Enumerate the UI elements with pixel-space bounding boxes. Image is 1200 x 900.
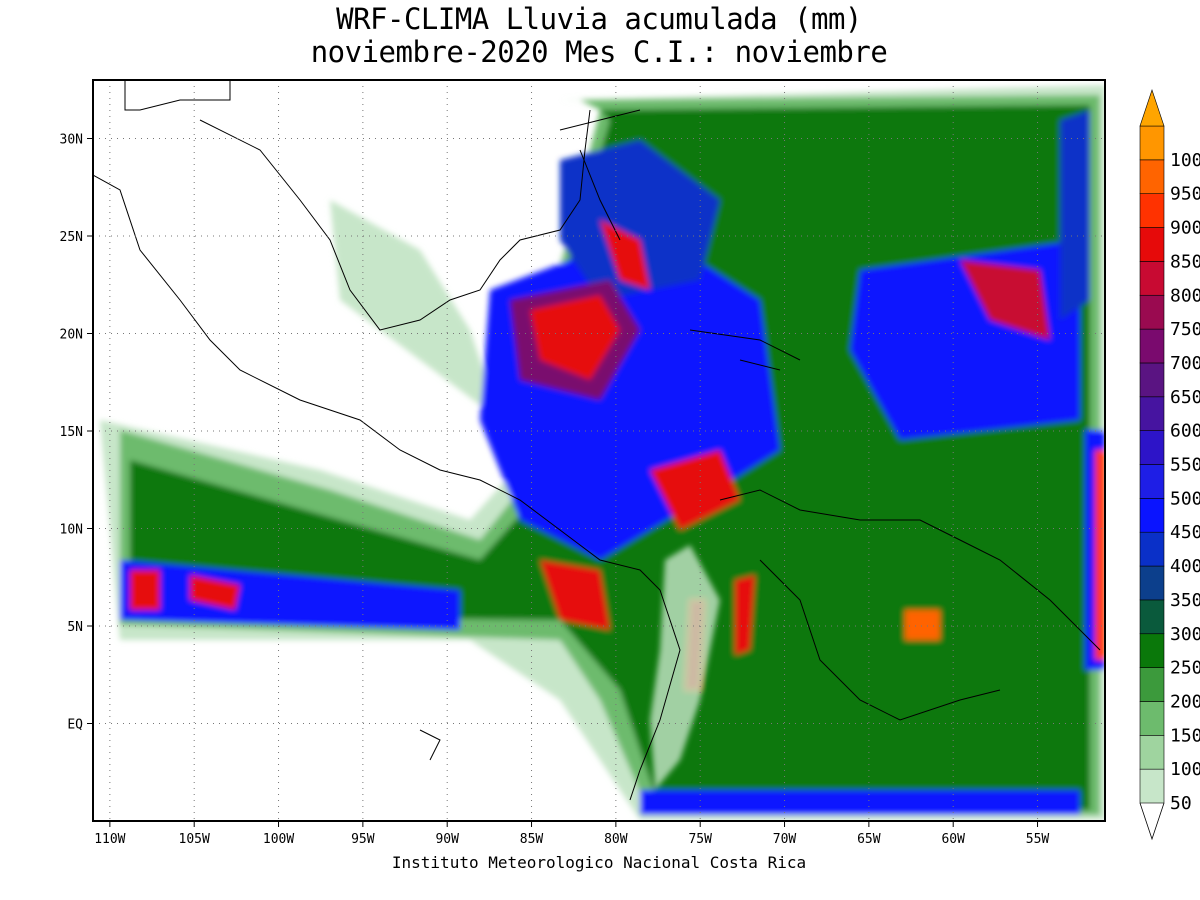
x-tick-label: 85W [520, 832, 544, 847]
colorbar-label: 250 [1170, 658, 1200, 679]
map-title-line1: WRF-CLIMA Lluvia acumulada (mm) [336, 2, 862, 36]
x-tick-label: 100W [263, 832, 294, 847]
colorbar-bin [1139, 125, 1165, 161]
colorbar-bin [1139, 633, 1165, 668]
colorbar-bin [1139, 261, 1165, 296]
colorbar-bin [1139, 464, 1165, 499]
x-tick-label: 90W [435, 832, 459, 847]
colorbar-label: 200 [1170, 691, 1200, 712]
colorbar-bin [1139, 159, 1165, 195]
colorbar-label: 350 [1170, 590, 1200, 611]
colorbar-bin [1139, 498, 1165, 533]
colorbar-bin [1139, 565, 1165, 601]
colorbar-label: 650 [1170, 387, 1200, 408]
colorbar-label: 800 [1170, 285, 1200, 306]
colorbar-label: 600 [1170, 421, 1200, 442]
x-tick-label: 70W [773, 832, 797, 847]
colorbar-bin [1139, 294, 1165, 330]
x-tick-label: 75W [688, 832, 712, 847]
precip-field [93, 80, 1105, 821]
y-tick-label: 10N [60, 523, 83, 538]
colorbar-bin [1139, 193, 1165, 228]
colorbar-label: 300 [1170, 624, 1200, 645]
colorbar: 50 100 150 200 250 300 350 400 450 500 550 600 650 70… [1139, 89, 1200, 841]
map-title-line2: noviembre-2020 Mes C.I.: noviembre [310, 35, 888, 69]
colorbar-bin [1139, 734, 1165, 770]
x-tick-label: 80W [604, 832, 628, 847]
x-tick-label: 105W [179, 832, 210, 847]
colorbar-label: 50 [1170, 793, 1192, 814]
colorbar-bin [1139, 531, 1165, 567]
coastlines [93, 80, 1101, 801]
colorbar-label: 950 [1170, 184, 1200, 205]
grid-lines [93, 80, 1105, 821]
colorbar-label: 900 [1170, 218, 1200, 239]
colorbar-bin [1139, 430, 1165, 465]
y-axis: 30N 25N 20N 15N 10N 5N EQ [60, 133, 93, 733]
colorbar-label: 700 [1170, 353, 1200, 374]
colorbar-label: 850 [1170, 251, 1200, 272]
colorbar-label: 750 [1170, 319, 1200, 340]
x-axis: 110W 105W 100W 95W 90W 85W 80W 75W 70W 65W 60W 55W [94, 821, 1049, 847]
colorbar-bin [1139, 768, 1165, 804]
colorbar-arrow-bottom [1139, 802, 1165, 841]
colorbar-bin [1139, 599, 1165, 635]
y-tick-label: 25N [60, 230, 83, 245]
x-tick-label: 110W [94, 832, 125, 847]
y-tick-label: 30N [60, 133, 83, 148]
x-tick-label: 95W [351, 832, 375, 847]
map-frame [92, 79, 1106, 822]
x-tick-label: 65W [857, 832, 881, 847]
colorbar-bin [1139, 667, 1165, 702]
colorbar-label: 500 [1170, 488, 1200, 509]
footer-credit: Instituto Meteorologico Nacional Costa R… [391, 853, 807, 872]
x-tick-label: 55W [1026, 832, 1050, 847]
y-tick-label: 5N [67, 620, 83, 635]
x-tick-label: 60W [941, 832, 965, 847]
colorbar-bin [1139, 328, 1165, 364]
colorbar-bin [1139, 362, 1165, 398]
colorbar-label: 150 [1170, 725, 1200, 746]
colorbar-bin [1139, 396, 1165, 431]
colorbar-label: 100 [1170, 759, 1200, 780]
y-tick-label: 15N [60, 425, 83, 440]
y-tick-label: 20N [60, 328, 83, 343]
colorbar-bin [1139, 701, 1165, 736]
y-tick-label: EQ [67, 718, 83, 733]
colorbar-arrow-top [1139, 89, 1165, 127]
colorbar-bin [1139, 227, 1165, 262]
colorbar-label: 550 [1170, 455, 1200, 476]
colorbar-label: 1000 [1170, 150, 1200, 171]
colorbar-label: 450 [1170, 522, 1200, 543]
colorbar-label: 400 [1170, 556, 1200, 577]
